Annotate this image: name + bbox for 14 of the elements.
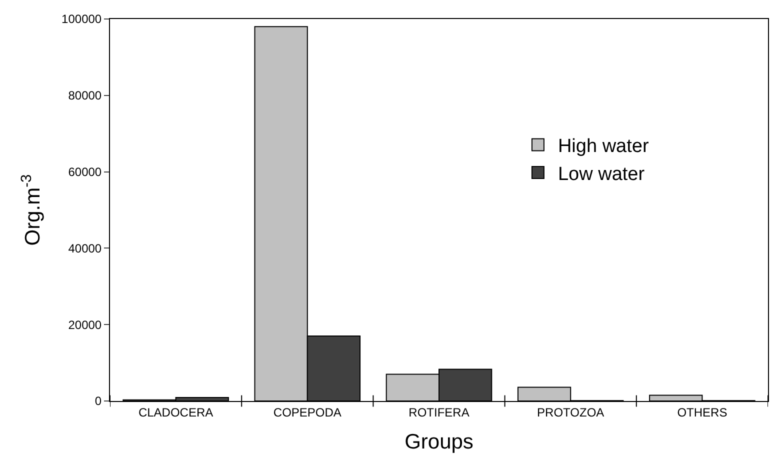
x-tick-label: PROTOZOA: [537, 405, 604, 420]
y-tick-label: 80000: [68, 88, 102, 103]
x-tick-label: ROTIFERA: [408, 405, 470, 420]
y-tick-label: 60000: [68, 165, 102, 179]
x-tick-label: COPEPODA: [273, 405, 342, 420]
legend-label: Low water: [558, 164, 646, 185]
y-tick-label: 20000: [68, 318, 102, 332]
y-tick-label: 100000: [62, 12, 102, 26]
x-axis-title: Groups: [404, 430, 474, 454]
legend-label: High water: [558, 136, 650, 158]
y-tick-label: 40000: [68, 241, 102, 256]
x-tick-label: OTHERS: [677, 405, 728, 420]
x-tick-label: CLADOCERA: [138, 405, 214, 420]
y-tick-label: 0: [94, 394, 102, 408]
